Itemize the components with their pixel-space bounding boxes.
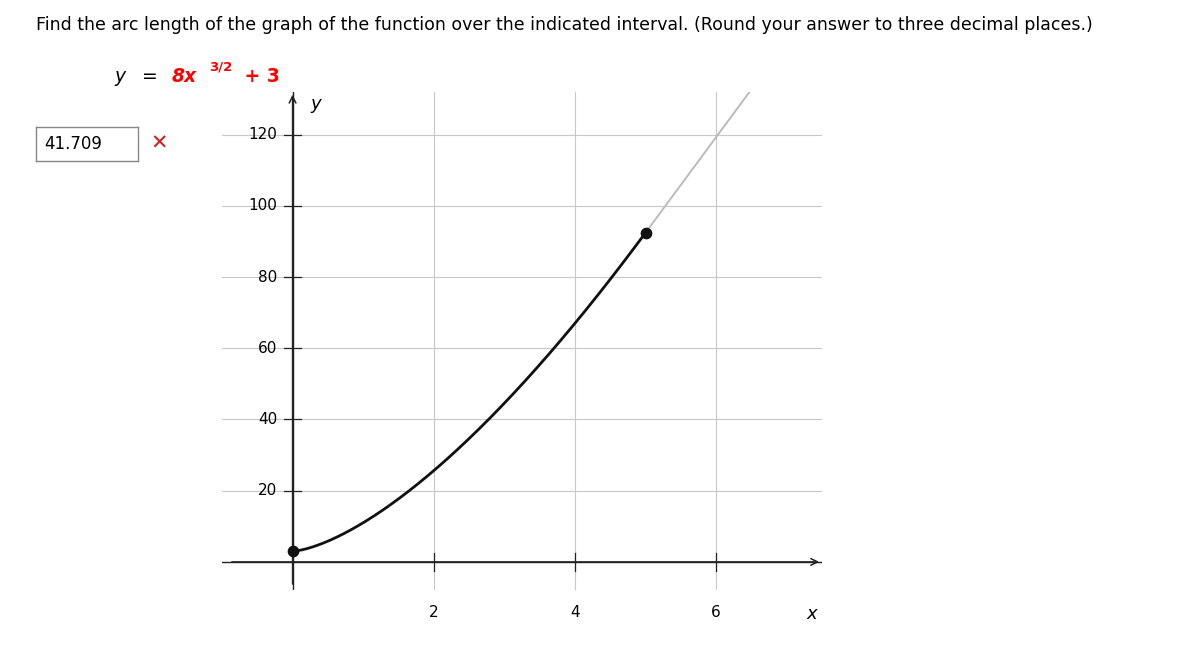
Text: + 3: + 3 <box>238 67 280 86</box>
Text: 3/2: 3/2 <box>209 60 232 73</box>
Text: 2: 2 <box>428 605 438 620</box>
Point <box>283 546 302 556</box>
Text: 8x: 8x <box>172 67 197 86</box>
Text: 80: 80 <box>258 270 277 285</box>
Text: y: y <box>114 67 125 86</box>
Text: 41.709: 41.709 <box>44 134 102 153</box>
Text: ✕: ✕ <box>150 134 168 154</box>
Text: 20: 20 <box>258 483 277 498</box>
Text: Find the arc length of the graph of the function over the indicated interval. (R: Find the arc length of the graph of the … <box>36 16 1093 34</box>
Text: 6: 6 <box>712 605 721 620</box>
Text: 40: 40 <box>258 412 277 427</box>
Text: 60: 60 <box>258 340 277 356</box>
Text: 4: 4 <box>570 605 580 620</box>
Text: 120: 120 <box>248 127 277 142</box>
Point <box>636 228 655 238</box>
Text: x: x <box>806 605 817 623</box>
Text: y: y <box>311 95 320 113</box>
Text: =: = <box>136 67 163 86</box>
Text: 100: 100 <box>248 198 277 213</box>
